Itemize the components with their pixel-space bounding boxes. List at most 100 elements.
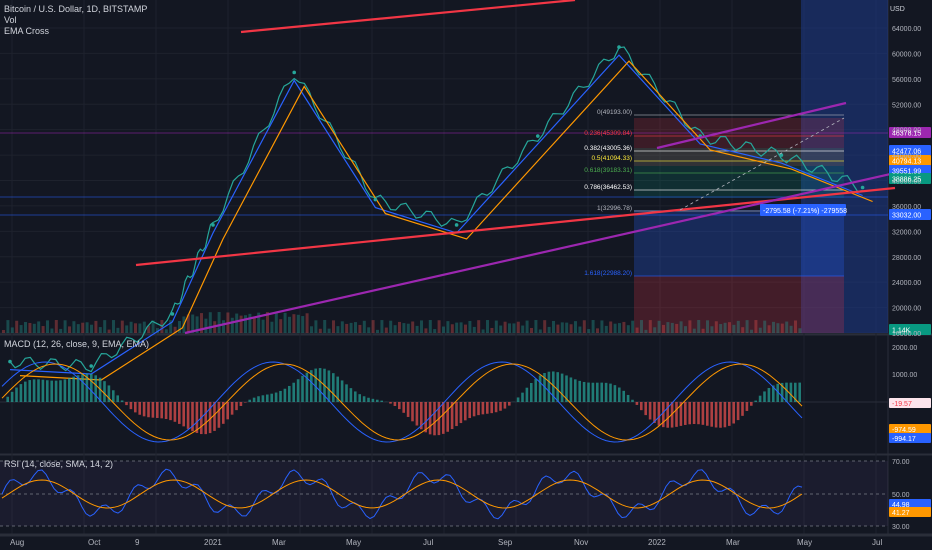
macd-histogram-bar [15, 387, 18, 402]
volume-bar [19, 325, 23, 333]
volume-bar [72, 321, 76, 333]
macd-histogram-bar [604, 382, 608, 402]
volume-bar [653, 327, 657, 333]
macd-histogram-bar [120, 400, 124, 402]
volume-bar [662, 324, 665, 333]
macd-histogram-bar [609, 383, 612, 402]
macd-histogram-bar [578, 380, 581, 402]
volume-bar [314, 320, 318, 333]
resistance-trendline [240, 0, 576, 34]
macd-histogram-bar [147, 402, 150, 418]
volume-bar [604, 325, 608, 333]
volume-bar [59, 328, 63, 333]
volume-bar [415, 325, 419, 333]
macd-histogram-bar [486, 402, 489, 414]
macd-histogram-bar [103, 381, 106, 402]
macd-histogram-bar [94, 375, 97, 402]
macd-histogram-bar [455, 402, 458, 427]
macd-histogram-bar [28, 380, 31, 402]
volume-bar [323, 320, 327, 333]
volume-bar [103, 320, 107, 333]
macd-histogram-bar [613, 385, 617, 402]
macd-histogram-bar [424, 402, 427, 433]
volume-bar [732, 324, 736, 333]
price-point [292, 70, 297, 75]
volume-bar [697, 320, 701, 333]
fib-diagonal [679, 117, 845, 211]
macd-tag-bg [889, 398, 931, 408]
macd-histogram-bar [68, 378, 71, 402]
volume-bar [50, 328, 54, 333]
volume-bar [587, 329, 591, 333]
time-tick: Mar [272, 538, 286, 547]
price-tag: 42477.06 [892, 149, 921, 156]
price-tick: 40000.00 [892, 179, 921, 186]
macd-histogram-bar [464, 402, 467, 421]
volume-bar [508, 323, 511, 333]
macd-histogram-bar [692, 402, 696, 425]
ema-slow-line [19, 60, 873, 381]
volume-bar [741, 327, 745, 333]
volume-bar [525, 320, 529, 333]
macd-histogram-bar [433, 402, 436, 436]
macd-histogram-bar [626, 394, 630, 402]
macd-histogram-bar [376, 399, 379, 402]
volume-bar [112, 320, 115, 333]
volume-bar [446, 321, 450, 333]
volume-bar [552, 320, 555, 333]
volume-bar [684, 326, 687, 333]
macd-tag: -974.59 [892, 427, 916, 434]
price-tick: 24000.00 [892, 280, 921, 287]
volume-bar [393, 325, 397, 333]
fib-label: 1(32996.78) [597, 205, 632, 212]
macd-histogram-bar [235, 402, 238, 411]
volume-bar [494, 320, 498, 333]
macd-histogram-bar [283, 388, 287, 402]
macd-histogram-bar [459, 402, 463, 424]
macd-histogram-bar [402, 402, 405, 413]
volume-bar [710, 326, 714, 333]
macd-histogram-bar [780, 382, 784, 402]
macd-histogram-bar [314, 368, 317, 402]
price-point [536, 134, 540, 138]
macd-histogram-bar [358, 394, 361, 402]
volume-bar [521, 325, 525, 333]
fib-label: 1.618(22988.20) [584, 270, 632, 277]
volume-bar [98, 327, 102, 333]
macd-histogram-bar [54, 380, 58, 402]
volume-bar [728, 322, 731, 333]
macd-histogram-bar [125, 402, 128, 406]
macd-histogram-bar [754, 400, 757, 402]
volume-bar [129, 321, 133, 333]
macd-histogram-bar [582, 381, 586, 402]
macd-histogram-bar [679, 402, 683, 426]
volume-bar [138, 323, 142, 333]
projection-zone [801, 0, 888, 333]
macd-histogram-bar [288, 385, 291, 402]
macd-histogram-bar [684, 402, 687, 425]
macd-histogram-bar [76, 375, 80, 402]
macd-histogram-bar [494, 402, 498, 413]
macd-histogram-bar [789, 382, 793, 402]
macd-histogram-bar [596, 382, 599, 402]
volume-bar [248, 313, 252, 333]
macd-histogram-bar [565, 375, 568, 402]
volume-bar [591, 320, 595, 333]
macd-histogram-bar [521, 392, 524, 402]
macd-histogram-bar [719, 402, 722, 428]
macd-histogram-bar [772, 385, 775, 402]
volume-bar [244, 315, 247, 333]
price-tick: 56000.00 [892, 77, 921, 84]
macd-histogram-bar [648, 402, 652, 420]
price-tick: 60000.00 [892, 51, 921, 58]
macd-histogram-bar [274, 392, 278, 402]
price-series-line [9, 46, 863, 373]
macd-histogram-bar [534, 378, 537, 402]
volume-bar [261, 319, 265, 333]
volume-bar [204, 318, 208, 333]
macd-histogram-bar [525, 387, 529, 402]
macd-histogram-bar [763, 391, 766, 402]
macd-histogram-bar [257, 396, 260, 402]
macd-legend: MACD (12, 26, close, 9, EMA, EMA) [4, 339, 150, 349]
